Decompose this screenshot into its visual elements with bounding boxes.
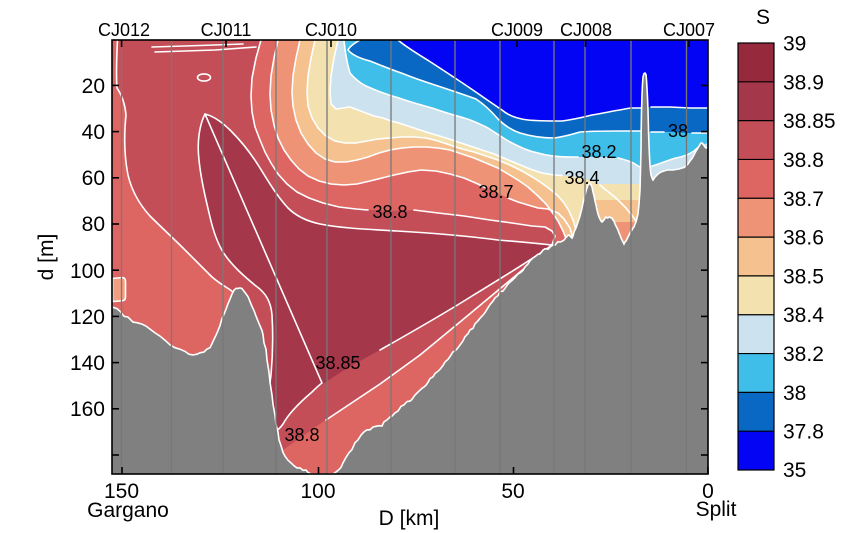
svg-text:Gargano: Gargano [87, 499, 169, 522]
svg-text:100: 100 [300, 480, 335, 503]
svg-text:150: 150 [104, 480, 139, 503]
svg-text:38.4: 38.4 [564, 168, 599, 188]
svg-text:38.7: 38.7 [478, 182, 513, 202]
svg-text:CJ012: CJ012 [98, 20, 150, 40]
svg-text:39: 39 [783, 33, 806, 56]
svg-text:38.6: 38.6 [783, 227, 824, 250]
svg-text:35: 35 [783, 459, 806, 482]
svg-text:CJ009: CJ009 [491, 20, 543, 40]
svg-text:38.8: 38.8 [783, 149, 824, 172]
svg-text:37.8: 37.8 [783, 421, 824, 444]
svg-text:100: 100 [70, 260, 105, 283]
svg-text:20: 20 [82, 75, 105, 98]
svg-text:38.8: 38.8 [284, 425, 319, 445]
svg-text:38.9: 38.9 [783, 71, 824, 94]
svg-text:CJ007: CJ007 [663, 20, 715, 40]
svg-text:60: 60 [82, 167, 105, 190]
svg-text:0: 0 [702, 480, 714, 503]
svg-text:38.2: 38.2 [783, 343, 824, 366]
svg-text:120: 120 [70, 306, 105, 329]
svg-text:38.85: 38.85 [783, 110, 836, 133]
svg-text:38.4: 38.4 [783, 304, 824, 327]
svg-text:S: S [756, 6, 770, 29]
svg-text:D [km]: D [km] [379, 507, 440, 530]
svg-text:38.7: 38.7 [783, 188, 824, 211]
svg-text:38.5: 38.5 [783, 265, 824, 288]
svg-text:140: 140 [70, 352, 105, 375]
svg-text:CJ008: CJ008 [560, 20, 612, 40]
svg-text:80: 80 [82, 213, 105, 236]
svg-text:Split: Split [696, 498, 737, 521]
svg-text:38.2: 38.2 [581, 142, 616, 162]
svg-text:50: 50 [501, 480, 524, 503]
svg-text:38.8: 38.8 [372, 202, 407, 222]
svg-text:38: 38 [668, 121, 688, 141]
svg-text:40: 40 [82, 121, 105, 144]
svg-text:38.85: 38.85 [315, 353, 360, 373]
svg-text:38: 38 [783, 382, 806, 405]
svg-text:CJ011: CJ011 [201, 20, 252, 40]
svg-text:CJ010: CJ010 [305, 20, 357, 40]
svg-text:d [m]: d [m] [35, 234, 58, 281]
svg-text:160: 160 [70, 398, 105, 421]
